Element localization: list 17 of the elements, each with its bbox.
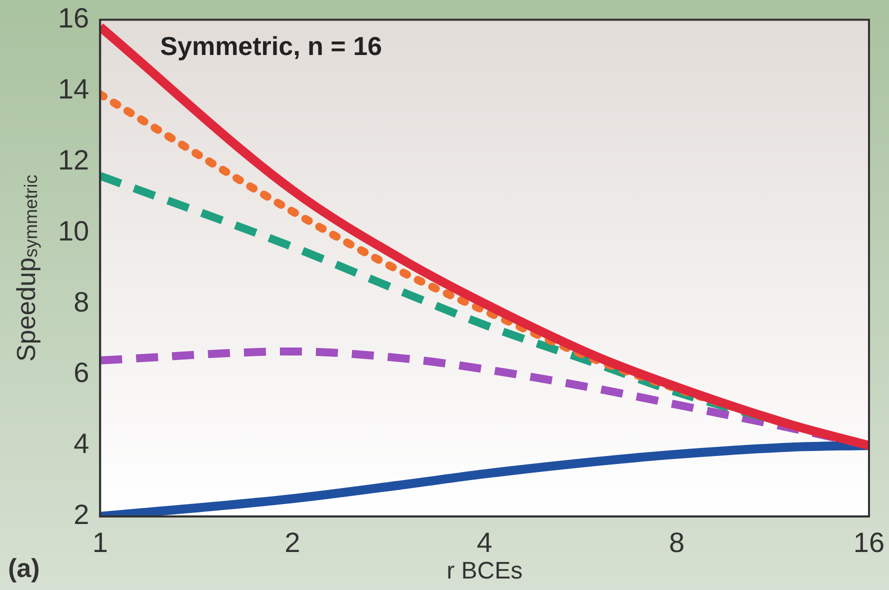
y-tick-label: 2	[74, 499, 90, 530]
x-axis-title: r BCEs	[446, 558, 523, 585]
x-tick-label: 2	[284, 526, 300, 558]
y-tick-label: 12	[58, 144, 90, 176]
y-tick-label: 4	[74, 428, 90, 460]
text: Symmetric, n = 16	[160, 30, 382, 61]
y-tick-label: 10	[58, 215, 90, 246]
x-tick-label: 1	[92, 526, 108, 558]
y-tick-label: 6	[74, 357, 90, 388]
x-tick-label: 4	[476, 526, 492, 558]
text: (a)	[8, 553, 40, 584]
x-tick-label: 8	[668, 526, 685, 558]
y-tick-label: 14	[58, 73, 90, 104]
y-axis-title: Speedupsymmetric	[11, 174, 42, 362]
x-tick-label: 16	[853, 526, 885, 558]
y-tick-label: 16	[58, 2, 90, 34]
y-tick-label: 8	[74, 286, 90, 318]
